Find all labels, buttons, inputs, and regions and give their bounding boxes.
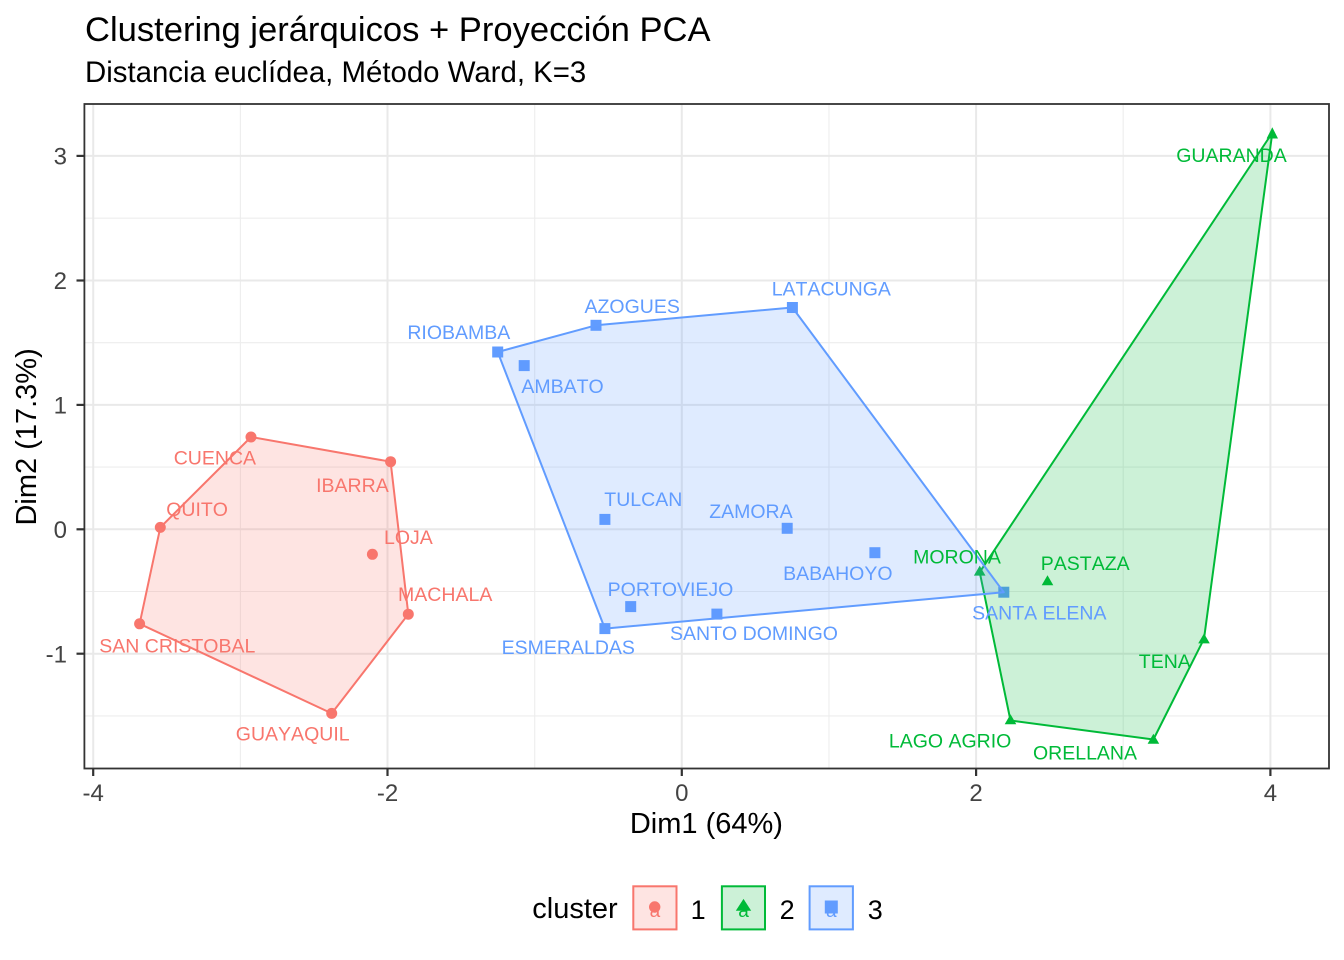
svg-text:1: 1 (691, 895, 706, 925)
svg-text:CUENCA: CUENCA (174, 447, 256, 469)
svg-text:3: 3 (868, 895, 883, 925)
svg-text:Distancia euclídea, Método War: Distancia euclídea, Método Ward, K=3 (85, 56, 586, 89)
svg-text:Clustering jerárquicos + Proye: Clustering jerárquicos + Proyección PCA (85, 11, 711, 49)
svg-text:BABAHOYO: BABAHOYO (783, 563, 892, 585)
svg-text:MACHALA: MACHALA (398, 584, 492, 606)
svg-text:a: a (738, 901, 749, 922)
svg-text:PORTOVIEJO: PORTOVIEJO (608, 579, 734, 601)
svg-text:4: 4 (1264, 780, 1277, 807)
svg-text:GUAYAQUIL: GUAYAQUIL (236, 724, 350, 746)
svg-text:Dim1 (64%): Dim1 (64%) (630, 808, 783, 840)
svg-text:SANTA ELENA: SANTA ELENA (972, 602, 1106, 624)
svg-text:1: 1 (54, 393, 67, 420)
svg-text:ESMERALDAS: ESMERALDAS (502, 637, 635, 659)
svg-text:2: 2 (969, 780, 982, 807)
svg-text:TENA: TENA (1139, 651, 1191, 673)
svg-text:LAGO AGRIO: LAGO AGRIO (889, 731, 1011, 753)
svg-text:SANTO DOMINGO: SANTO DOMINGO (670, 623, 838, 645)
svg-text:QUITO: QUITO (166, 499, 228, 521)
svg-text:LOJA: LOJA (384, 527, 433, 549)
svg-text:2: 2 (54, 268, 67, 295)
svg-text:MORONA: MORONA (913, 547, 1001, 569)
svg-text:-1: -1 (46, 641, 67, 668)
svg-text:3: 3 (54, 144, 67, 171)
svg-text:cluster: cluster (532, 893, 618, 925)
svg-text:SAN CRISTOBAL: SAN CRISTOBAL (99, 636, 255, 658)
svg-text:Dim2 (17.3%): Dim2 (17.3%) (11, 348, 43, 525)
svg-text:LATACUNGA: LATACUNGA (772, 278, 891, 300)
svg-text:AMBATO: AMBATO (521, 376, 603, 398)
svg-text:-2: -2 (377, 780, 398, 807)
svg-text:ORELLANA: ORELLANA (1033, 742, 1137, 764)
svg-text:ZAMORA: ZAMORA (709, 501, 792, 523)
svg-text:PASTAZA: PASTAZA (1041, 553, 1130, 575)
svg-text:-4: -4 (83, 780, 104, 807)
svg-text:IBARRA: IBARRA (316, 475, 389, 497)
svg-text:TULCAN: TULCAN (604, 489, 682, 511)
svg-text:RIOBAMBA: RIOBAMBA (407, 322, 510, 344)
svg-text:GUARANDA: GUARANDA (1176, 145, 1287, 167)
svg-text:2: 2 (780, 895, 795, 925)
svg-text:AZOGUES: AZOGUES (585, 296, 680, 318)
svg-text:0: 0 (54, 517, 67, 544)
svg-text:0: 0 (675, 780, 688, 807)
